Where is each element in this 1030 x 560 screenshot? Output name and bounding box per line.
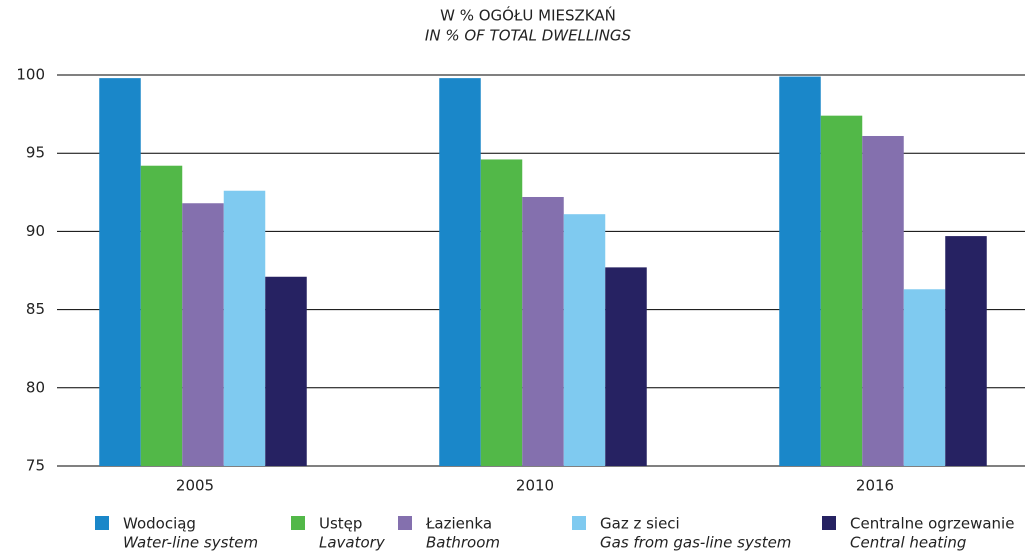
legend-swatch (95, 516, 109, 530)
legend-swatch (291, 516, 305, 530)
y-tick-label: 90 (26, 222, 45, 240)
legend-label-en: Water-line system (123, 534, 258, 552)
bar (522, 196, 564, 466)
bar (820, 115, 863, 466)
bar (182, 203, 224, 467)
x-tick-label: 2010 (516, 477, 554, 495)
bar (903, 289, 946, 466)
legend-label: Wodociąg (123, 515, 196, 533)
bar (779, 76, 821, 467)
bar (605, 267, 647, 466)
bar (862, 135, 904, 466)
bar (99, 78, 141, 467)
legend-label-en: Lavatory (319, 534, 386, 552)
y-tick-label: 100 (16, 66, 45, 84)
legend-label: Ustęp (319, 515, 362, 533)
legend-label-en: Gas from gas-line system (600, 534, 791, 552)
y-tick-label: 95 (26, 144, 45, 162)
legend-label: Łazienka (425, 515, 492, 533)
legend-swatch (398, 516, 412, 530)
legend-label: Gaz z sieci (600, 515, 680, 533)
bar (265, 276, 307, 466)
x-tick-label: 2005 (176, 477, 214, 495)
legend-swatch (572, 516, 586, 530)
legend-swatch (822, 516, 836, 530)
y-tick-label: 75 (26, 457, 45, 475)
x-tick-label: 2016 (856, 477, 894, 495)
bar (140, 165, 183, 466)
legend-label-en: Bathroom (426, 534, 500, 552)
bar (223, 190, 266, 466)
chart-title: W % OGÓŁU MIESZKAŃ (440, 6, 616, 25)
y-tick-label: 80 (26, 378, 45, 396)
bar (563, 214, 606, 466)
legend-label-en: Central heating (850, 534, 966, 552)
y-tick-label: 85 (26, 300, 45, 318)
bar (945, 236, 987, 466)
legend-label: Centralne ogrzewanie (850, 515, 1014, 533)
chart-subtitle: IN % OF TOTAL DWELLINGS (425, 27, 632, 45)
bar (439, 78, 481, 467)
bar (480, 159, 523, 466)
